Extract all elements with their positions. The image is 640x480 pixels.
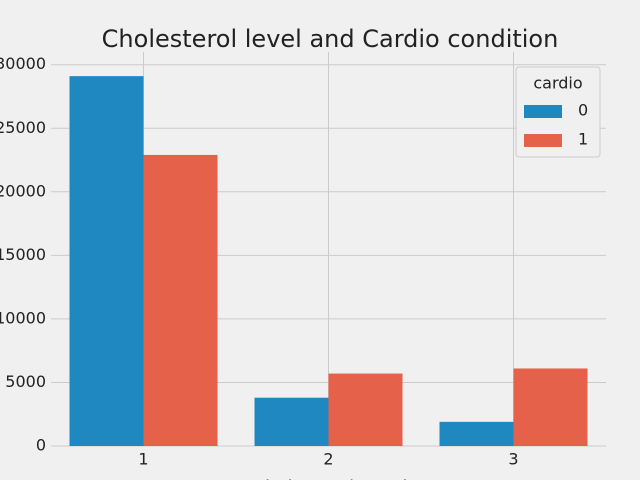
x-tick-label: 3 <box>508 450 518 469</box>
bar <box>69 76 144 447</box>
y-tick-label: 30000 <box>0 54 46 73</box>
legend-swatch <box>524 105 562 118</box>
x-tick-label: 2 <box>323 450 333 469</box>
bar <box>513 368 588 446</box>
x-tick-label: 1 <box>138 450 148 469</box>
bar <box>439 421 514 446</box>
x-axis-label: Cholesterol Level <box>253 477 408 480</box>
y-tick-label: 25000 <box>0 118 46 137</box>
legend-label: 1 <box>578 130 588 149</box>
y-tick-label: 15000 <box>0 245 46 264</box>
y-tick-label: 20000 <box>0 181 46 200</box>
legend-title: cardio <box>533 74 582 93</box>
bar <box>328 373 403 446</box>
bar <box>143 154 218 447</box>
legend-swatch <box>524 134 562 147</box>
y-tick-label: 5000 <box>5 372 46 391</box>
y-tick-label: 0 <box>36 436 46 455</box>
y-tick-label: 10000 <box>0 308 46 327</box>
chart-title: Cholesterol level and Cardio condition <box>102 25 559 53</box>
bar <box>254 397 329 446</box>
legend-label: 0 <box>578 101 588 120</box>
